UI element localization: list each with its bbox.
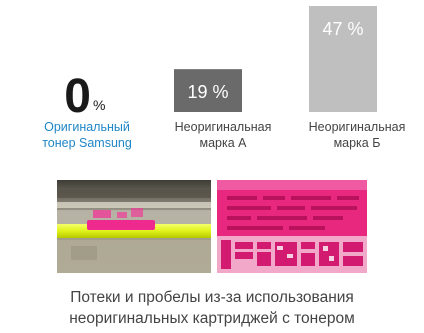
bar-chart: %0 19 % 47 % xyxy=(64,6,377,123)
category-label-brand-b: Неоригинальная марка Б xyxy=(308,120,406,150)
photo-print-defects xyxy=(217,180,367,273)
value-label-brand-b: 47 % xyxy=(322,19,363,39)
category-label-samsung: Оригинальный тонер Samsung xyxy=(42,120,132,150)
bar-brand-a xyxy=(174,69,242,112)
photo-toner-roller xyxy=(57,180,211,273)
value-label-samsung: 0 xyxy=(64,70,91,123)
bar-brand-b xyxy=(309,6,377,112)
category-label-brand-a: Неоригинальная марка А xyxy=(174,120,272,150)
value-label-brand-a: 19 % xyxy=(187,82,228,102)
caption: Потеки и пробелы из-за использования нео… xyxy=(69,289,355,327)
value-unit-samsung: % xyxy=(93,97,105,113)
